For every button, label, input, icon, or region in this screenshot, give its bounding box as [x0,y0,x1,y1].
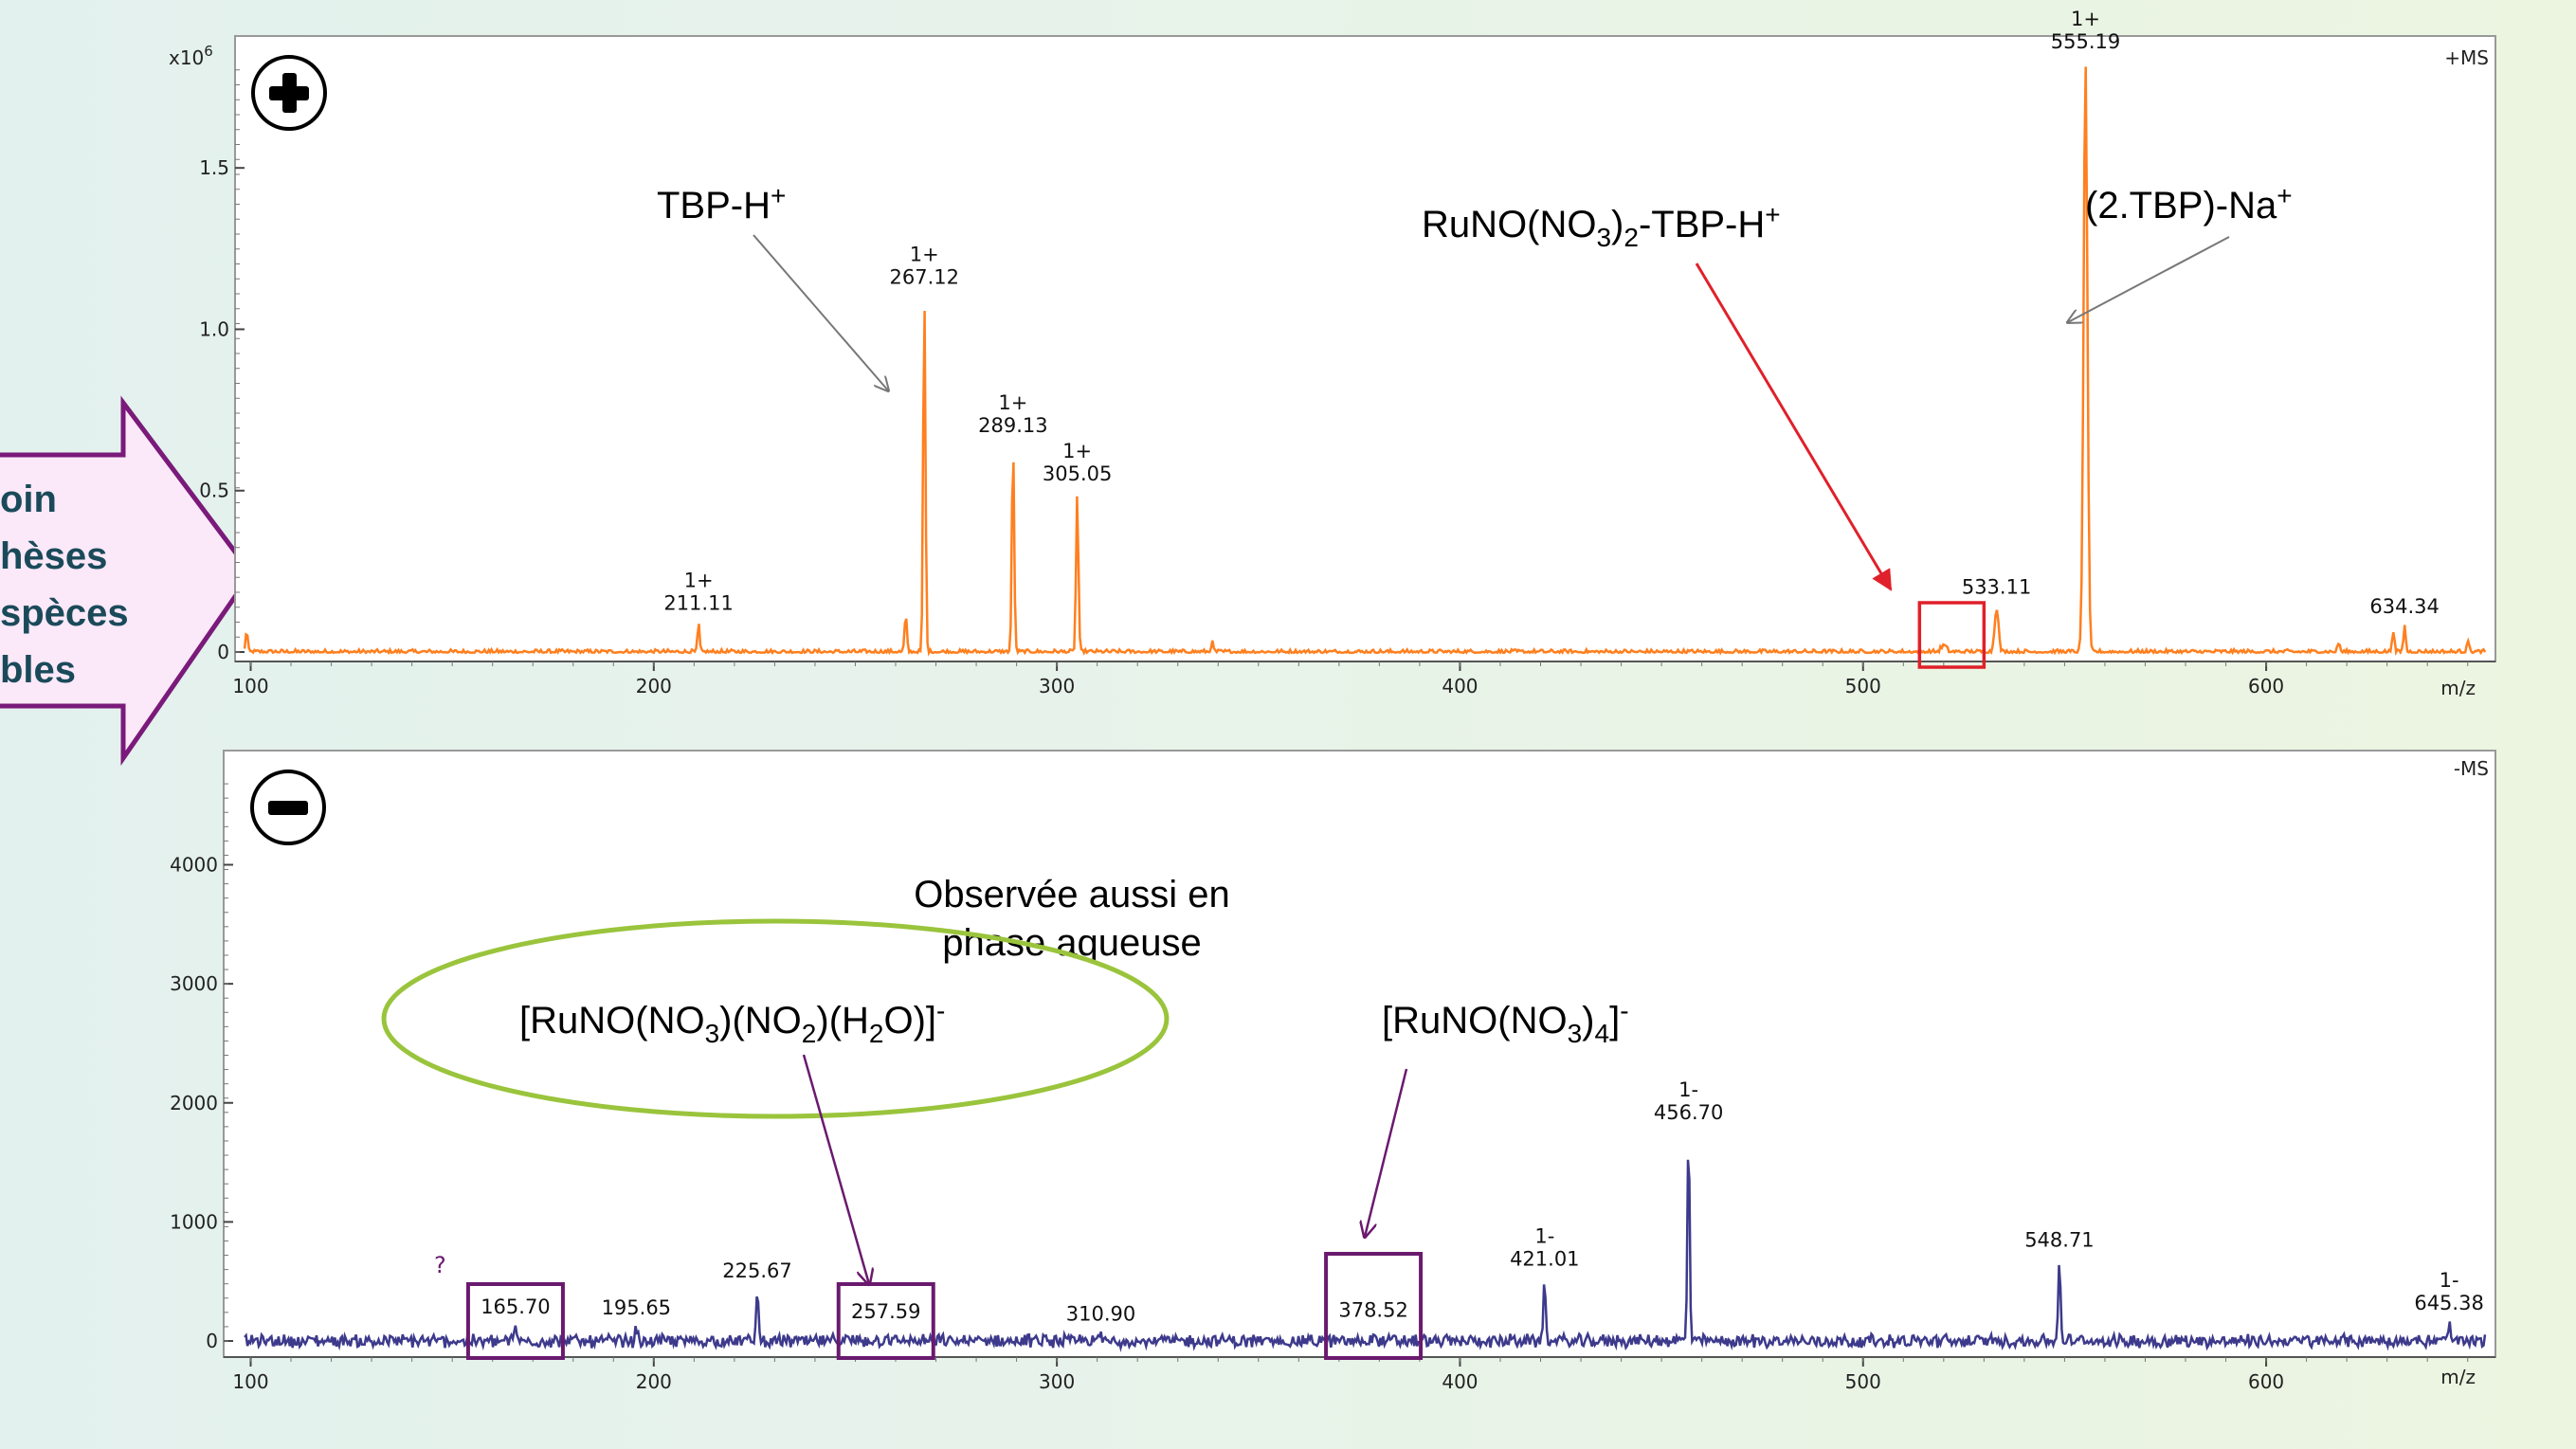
peak-charge-label: 1+ [910,243,939,265]
x-tick-label: 500 [1845,1370,1881,1393]
y-tick-label: 3000 [170,972,218,995]
annotation-runo-nitrate4: [RuNO(NO3)4]- [1382,996,1629,1048]
annotation-runo-nitrite: [RuNO(NO3)(NO2)(H2O)]- [519,996,945,1048]
mode-label: -MS [2454,757,2489,780]
peak-value-label: 211.11 [663,591,733,614]
y-tick-label: 1.0 [199,317,229,340]
peak-value-label: 378.52 [1338,1299,1407,1322]
peak-highlight-box [465,1282,565,1360]
peak-labels: 1+211.111+267.121+289.131+305.05533.111+… [663,8,2440,618]
y-tick-label: 0 [217,641,229,663]
peak-value-label: 634.34 [2369,595,2439,618]
arrow-2tbp-na [2068,236,2230,322]
peak-highlight-box [836,1282,935,1360]
highlight-box-ruthenium-complex [1917,601,1986,669]
note-line-1: Observée aussi en [914,874,1230,915]
x-tick-label: 200 [636,1370,672,1393]
peak-charge-label: 1+ [998,391,1027,414]
peak-value-label: 555.19 [2051,30,2120,53]
x-tick-label: 600 [2248,1370,2284,1393]
y-tick-label: 0.5 [199,480,229,502]
side-callout-arrow: oin hèses spèces bles [0,395,255,767]
peak-value-label: 310.90 [1066,1302,1135,1325]
x-tick-label: 100 [232,1370,268,1393]
x-ticks: 100 200 300 400 500 600 [232,661,2469,697]
x-tick-label: 100 [232,675,268,697]
x-tick-label: 600 [2248,675,2284,697]
peak-value-label: 225.67 [722,1259,791,1282]
peak-value-label: 257.59 [851,1300,920,1323]
peak-value-label: 533.11 [1962,575,2031,598]
peak-value-label: 267.12 [890,265,959,288]
x-tick-label: 400 [1442,675,1478,697]
y-tick-label: 0 [206,1330,218,1352]
arrow-runo-nitrate4 [1365,1068,1408,1237]
plot-area [234,35,2496,662]
minus-mode-icon [250,770,326,845]
note-line-2: phase aqueuse [942,922,1202,964]
peak-charge-label: 1+ [2071,8,2100,30]
callout-line-2: hèses [0,535,107,577]
y-ticks: 0 0.5 1.0 1.5 [199,69,245,663]
arrow-runo-nitrite [802,1054,869,1284]
peak-value-label: 548.71 [2024,1229,2094,1252]
annotation-2tbp-na: (2.TBP)-Na+ [2085,181,2293,226]
mode-label: +MS [2444,46,2489,69]
x-tick-label: 400 [1442,1370,1478,1393]
peak-value-label: 289.13 [978,414,1047,437]
plus-mode-icon [251,55,327,131]
peak-value-label: 456.70 [1654,1101,1723,1124]
peak-value-label: 195.65 [602,1296,671,1319]
y-ticks: 0 1000 2000 3000 4000 [170,783,233,1352]
peak-charge-label: 1+ [684,569,714,591]
annotation-tbp-h: TBP-H+ [657,181,786,226]
callout-line-4: bles [0,649,76,691]
x-unit-label: m/z [2440,1366,2476,1388]
peak-charge-label: 1+ [1062,440,1092,462]
plot-area [223,750,2496,1358]
peak-highlight-box [1324,1252,1424,1360]
peak-charge-label: 1- [1678,1078,1698,1101]
negative-mode-panel: 0 1000 2000 3000 4000 100 200 300 400 500 600 m/z… [170,750,2496,1393]
x-tick-label: 200 [636,675,672,697]
peak-value-label: 165.70 [481,1295,550,1318]
spectrum-trace-positive [243,66,2487,657]
y-tick-label: 1.5 [199,156,229,179]
callout-line-3: spèces [0,592,129,634]
y-tick-label: 2000 [170,1092,218,1114]
highlight-ellipse [381,918,1170,1119]
boxed-peaks [465,1252,1424,1360]
x-ticks: 100 200 300 400 500 600 [232,1357,2469,1393]
x-tick-label: 300 [1039,675,1075,697]
callout-line-1: oin [0,479,57,520]
peak-charge-label: 1- [2440,1269,2459,1292]
peak-value-label: 421.01 [1510,1248,1579,1271]
y-tick-label: 1000 [170,1210,218,1233]
y-tick-label: 4000 [170,854,218,877]
positive-mode-panel: 0 0.5 1.0 1.5 100 200 300 400 500 600 x106 m/z +… [169,8,2496,699]
x-tick-label: 500 [1845,675,1881,697]
x-unit-label: m/z [2440,677,2476,699]
spectrum-trace-negative [244,1159,2487,1353]
peak-value-label: 305.05 [1043,462,1112,485]
question-mark: ? [434,1252,446,1278]
peak-charge-label: 1- [1534,1225,1554,1248]
peak-value-label: 645.38 [2414,1292,2483,1314]
arrow-runo-tbp [1695,263,1893,591]
x-tick-label: 300 [1039,1370,1075,1393]
arrow-tbp-h [753,234,888,390]
y-multiplier-label: x106 [169,43,213,69]
